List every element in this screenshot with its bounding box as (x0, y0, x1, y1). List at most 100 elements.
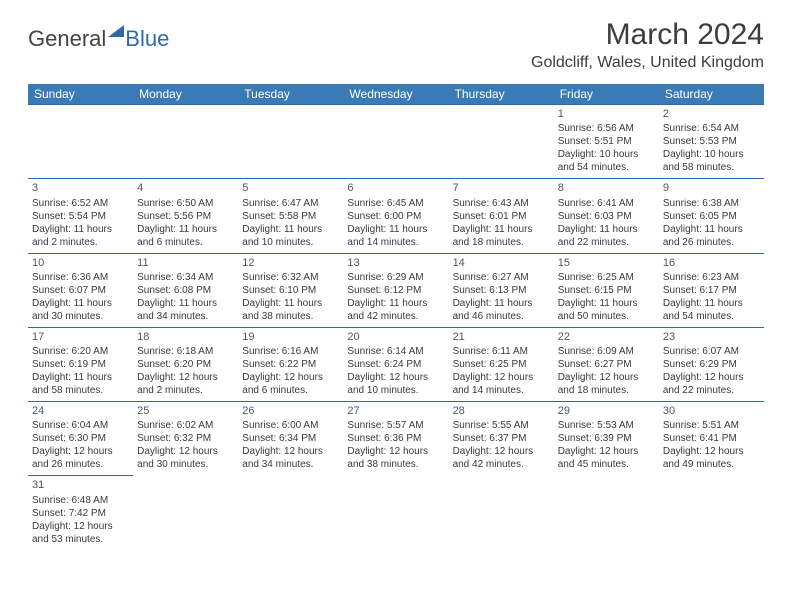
day-number: 24 (32, 404, 129, 418)
sunset-text: Sunset: 6:19 PM (32, 358, 129, 371)
day-cell: 9Sunrise: 6:38 AMSunset: 6:05 PMDaylight… (659, 179, 764, 253)
sunset-text: Sunset: 7:42 PM (32, 507, 129, 520)
day-cell (449, 105, 554, 179)
sunset-text: Sunset: 6:05 PM (663, 210, 760, 223)
sunrise-text: Sunrise: 6:54 AM (663, 122, 760, 135)
sunset-text: Sunset: 6:29 PM (663, 358, 760, 371)
day-cell: 14Sunrise: 6:27 AMSunset: 6:13 PMDayligh… (449, 253, 554, 327)
day-cell: 1Sunrise: 6:56 AMSunset: 5:51 PMDaylight… (554, 105, 659, 179)
sunrise-text: Sunrise: 6:18 AM (137, 345, 234, 358)
day-cell: 24Sunrise: 6:04 AMSunset: 6:30 PMDayligh… (28, 402, 133, 476)
day-cell: 13Sunrise: 6:29 AMSunset: 6:12 PMDayligh… (343, 253, 448, 327)
day-cell (554, 476, 659, 550)
daylight-text: Daylight: 12 hours and 26 minutes. (32, 445, 129, 471)
day-number: 4 (137, 181, 234, 195)
day-number: 22 (558, 330, 655, 344)
daylight-text: Daylight: 11 hours and 26 minutes. (663, 223, 760, 249)
sunset-text: Sunset: 6:00 PM (347, 210, 444, 223)
day-cell (133, 476, 238, 550)
location-text: Goldcliff, Wales, United Kingdom (531, 54, 764, 72)
sunset-text: Sunset: 6:01 PM (453, 210, 550, 223)
day-number: 28 (453, 404, 550, 418)
sunrise-text: Sunrise: 6:00 AM (242, 419, 339, 432)
day-cell: 17Sunrise: 6:20 AMSunset: 6:19 PMDayligh… (28, 327, 133, 401)
daylight-text: Daylight: 11 hours and 34 minutes. (137, 297, 234, 323)
day-cell: 2Sunrise: 6:54 AMSunset: 5:53 PMDaylight… (659, 105, 764, 179)
daylight-text: Daylight: 11 hours and 6 minutes. (137, 223, 234, 249)
sunrise-text: Sunrise: 6:52 AM (32, 197, 129, 210)
day-number: 18 (137, 330, 234, 344)
day-number: 20 (347, 330, 444, 344)
week-row: 10Sunrise: 6:36 AMSunset: 6:07 PMDayligh… (28, 253, 764, 327)
sunrise-text: Sunrise: 6:04 AM (32, 419, 129, 432)
daylight-text: Daylight: 12 hours and 6 minutes. (242, 371, 339, 397)
sunrise-text: Sunrise: 6:20 AM (32, 345, 129, 358)
day-number: 12 (242, 256, 339, 270)
day-cell (449, 476, 554, 550)
daylight-text: Daylight: 11 hours and 14 minutes. (347, 223, 444, 249)
day-header: Thursday (449, 84, 554, 105)
sunrise-text: Sunrise: 6:56 AM (558, 122, 655, 135)
week-row: 17Sunrise: 6:20 AMSunset: 6:19 PM Dayligh… (28, 327, 764, 401)
day-cell: 4Sunrise: 6:50 AMSunset: 5:56 PMDaylight… (133, 179, 238, 253)
week-row: 24Sunrise: 6:04 AMSunset: 6:30 PMDayligh… (28, 402, 764, 476)
sunrise-text: Sunrise: 6:16 AM (242, 345, 339, 358)
sunrise-text: Sunrise: 6:23 AM (663, 271, 760, 284)
daylight-text: Daylight: 12 hours and 14 minutes. (453, 371, 550, 397)
day-cell: 26Sunrise: 6:00 AMSunset: 6:34 PMDayligh… (238, 402, 343, 476)
daylight-text: Daylight: 12 hours and 34 minutes. (242, 445, 339, 471)
day-number: 1 (558, 107, 655, 121)
week-row: 1Sunrise: 6:56 AMSunset: 5:51 PMDaylight… (28, 105, 764, 179)
sunset-text: Sunset: 6:41 PM (663, 432, 760, 445)
logo-text-blue: Blue (125, 26, 169, 52)
day-number: 31 (32, 478, 129, 492)
sunrise-text: Sunrise: 6:45 AM (347, 197, 444, 210)
daylight-text: Daylight: 11 hours and 42 minutes. (347, 297, 444, 323)
sunrise-text: Sunrise: 6:32 AM (242, 271, 339, 284)
sunset-text: Sunset: 6:20 PM (137, 358, 234, 371)
day-number: 13 (347, 256, 444, 270)
day-cell (343, 105, 448, 179)
day-cell (238, 105, 343, 179)
day-cell: 3Sunrise: 6:52 AMSunset: 5:54 PMDaylight… (28, 179, 133, 253)
day-cell: 23Sunrise: 6:07 AMSunset: 6:29 PMDayligh… (659, 327, 764, 401)
sunset-text: Sunset: 6:10 PM (242, 284, 339, 297)
day-number: 19 (242, 330, 339, 344)
sunset-text: Sunset: 6:13 PM (453, 284, 550, 297)
sunset-text: Sunset: 5:51 PM (558, 135, 655, 148)
day-cell: 21Sunrise: 6:11 AMSunset: 6:25 PMDayligh… (449, 327, 554, 401)
sunset-text: Sunset: 5:54 PM (32, 210, 129, 223)
day-cell (28, 105, 133, 179)
day-cell (343, 476, 448, 550)
daylight-text: Daylight: 11 hours and 54 minutes. (663, 297, 760, 323)
day-number: 17 (32, 330, 129, 344)
day-number: 15 (558, 256, 655, 270)
sunset-text: Sunset: 6:27 PM (558, 358, 655, 371)
daylight-text: Daylight: 12 hours and 53 minutes. (32, 520, 129, 546)
day-number: 3 (32, 181, 129, 195)
sunset-text: Sunset: 5:53 PM (663, 135, 760, 148)
sunset-text: Sunset: 6:15 PM (558, 284, 655, 297)
day-header: Sunday (28, 84, 133, 105)
day-cell: 16Sunrise: 6:23 AMSunset: 6:17 PMDayligh… (659, 253, 764, 327)
day-number: 25 (137, 404, 234, 418)
sunrise-text: Sunrise: 6:02 AM (137, 419, 234, 432)
day-cell: 29Sunrise: 5:53 AMSunset: 6:39 PMDayligh… (554, 402, 659, 476)
sunset-text: Sunset: 6:36 PM (347, 432, 444, 445)
day-number: 29 (558, 404, 655, 418)
daylight-text: Daylight: 10 hours and 54 minutes. (558, 148, 655, 174)
sunset-text: Sunset: 6:17 PM (663, 284, 760, 297)
daylight-text: Daylight: 12 hours and 45 minutes. (558, 445, 655, 471)
day-cell: 31Sunrise: 6:48 AMSunset: 7:42 PMDayligh… (28, 476, 133, 550)
sunrise-text: Sunrise: 6:34 AM (137, 271, 234, 284)
day-number: 9 (663, 181, 760, 195)
day-header-row: SundayMondayTuesdayWednesdayThursdayFrid… (28, 84, 764, 105)
day-number: 11 (137, 256, 234, 270)
daylight-text: Daylight: 11 hours and 18 minutes. (453, 223, 550, 249)
day-number: 10 (32, 256, 129, 270)
title-block: March 2024 Goldcliff, Wales, United King… (531, 18, 764, 72)
sunrise-text: Sunrise: 6:43 AM (453, 197, 550, 210)
daylight-text: Daylight: 12 hours and 42 minutes. (453, 445, 550, 471)
day-number: 27 (347, 404, 444, 418)
sunset-text: Sunset: 6:25 PM (453, 358, 550, 371)
